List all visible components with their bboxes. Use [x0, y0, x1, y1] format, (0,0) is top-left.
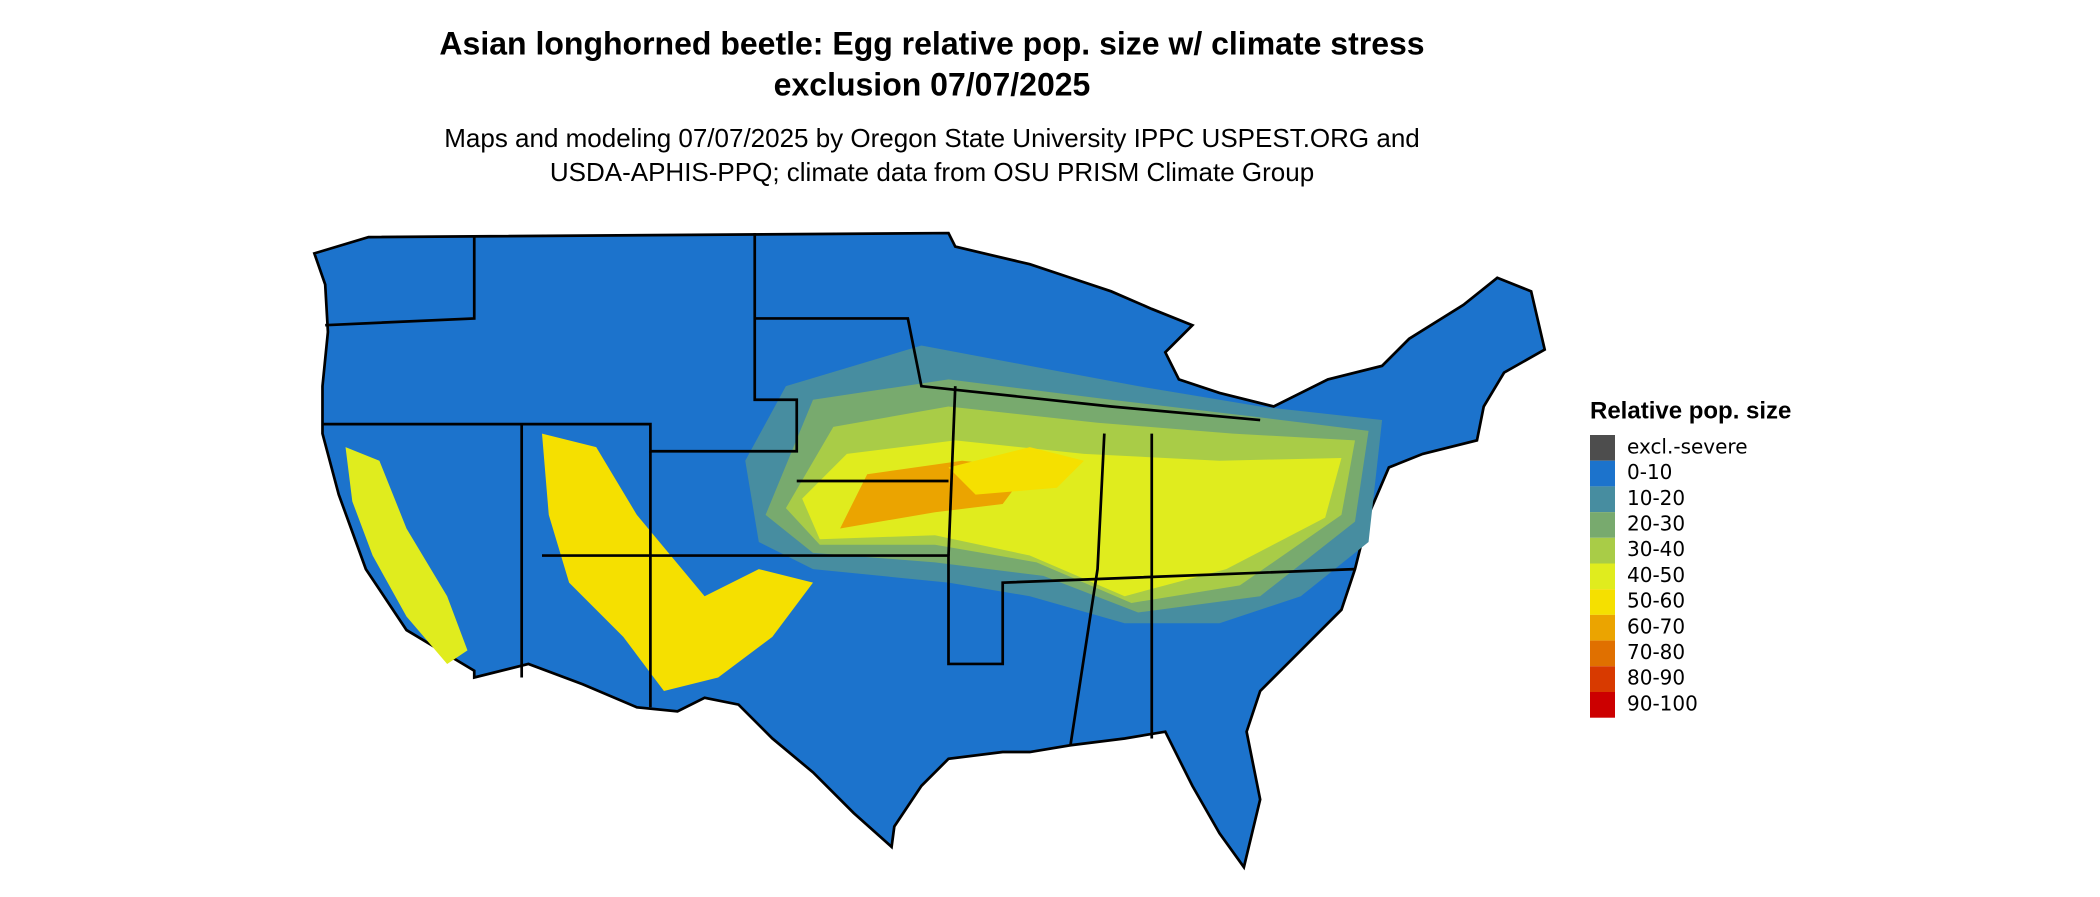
legend-swatch [1590, 537, 1615, 564]
zone-southwest-yellow [542, 433, 813, 692]
legend-swatch [1590, 435, 1615, 461]
legend-swatch [1590, 614, 1615, 641]
legend-swatch [1590, 563, 1615, 590]
legend-swatch [1590, 512, 1615, 538]
zone-50-60 [948, 447, 1084, 495]
legend-title: Relative pop. size [1590, 397, 1791, 424]
map-title: Asian longhorned beetle: Egg relative po… [439, 25, 1424, 61]
legend-label: 90-100 [1627, 691, 1698, 715]
legend-label: 0-10 [1627, 460, 1672, 484]
legend-label: 50-60 [1627, 589, 1685, 613]
legend-label: 70-80 [1627, 640, 1685, 664]
map-subtitle: USDA-APHIS-PPQ; climate data from OSU PR… [550, 157, 1314, 187]
legend-swatch [1590, 460, 1615, 487]
legend-label: 40-50 [1627, 563, 1685, 587]
legend-swatch [1590, 666, 1615, 692]
map-title: exclusion 07/07/2025 [774, 66, 1091, 102]
legend-swatch [1590, 486, 1615, 513]
legend-label: 20-30 [1627, 511, 1685, 535]
legend-swatch [1590, 640, 1615, 667]
legend-label: 10-20 [1627, 486, 1685, 510]
legend-label: 80-90 [1627, 666, 1685, 690]
legend-swatch [1590, 692, 1615, 718]
legend-swatch [1590, 589, 1615, 615]
legend-label: excl.-severe [1627, 434, 1748, 458]
zone-west-yellow [345, 447, 468, 664]
legend: excl.-severe0-1010-2020-3030-4040-5050-6… [1590, 434, 1748, 718]
legend-label: 60-70 [1627, 614, 1685, 638]
us-map [312, 231, 1547, 871]
state-borders [322, 233, 1356, 746]
legend-label: 30-40 [1627, 537, 1685, 561]
map-subtitle: Maps and modeling 07/07/2025 by Oregon S… [444, 123, 1420, 153]
